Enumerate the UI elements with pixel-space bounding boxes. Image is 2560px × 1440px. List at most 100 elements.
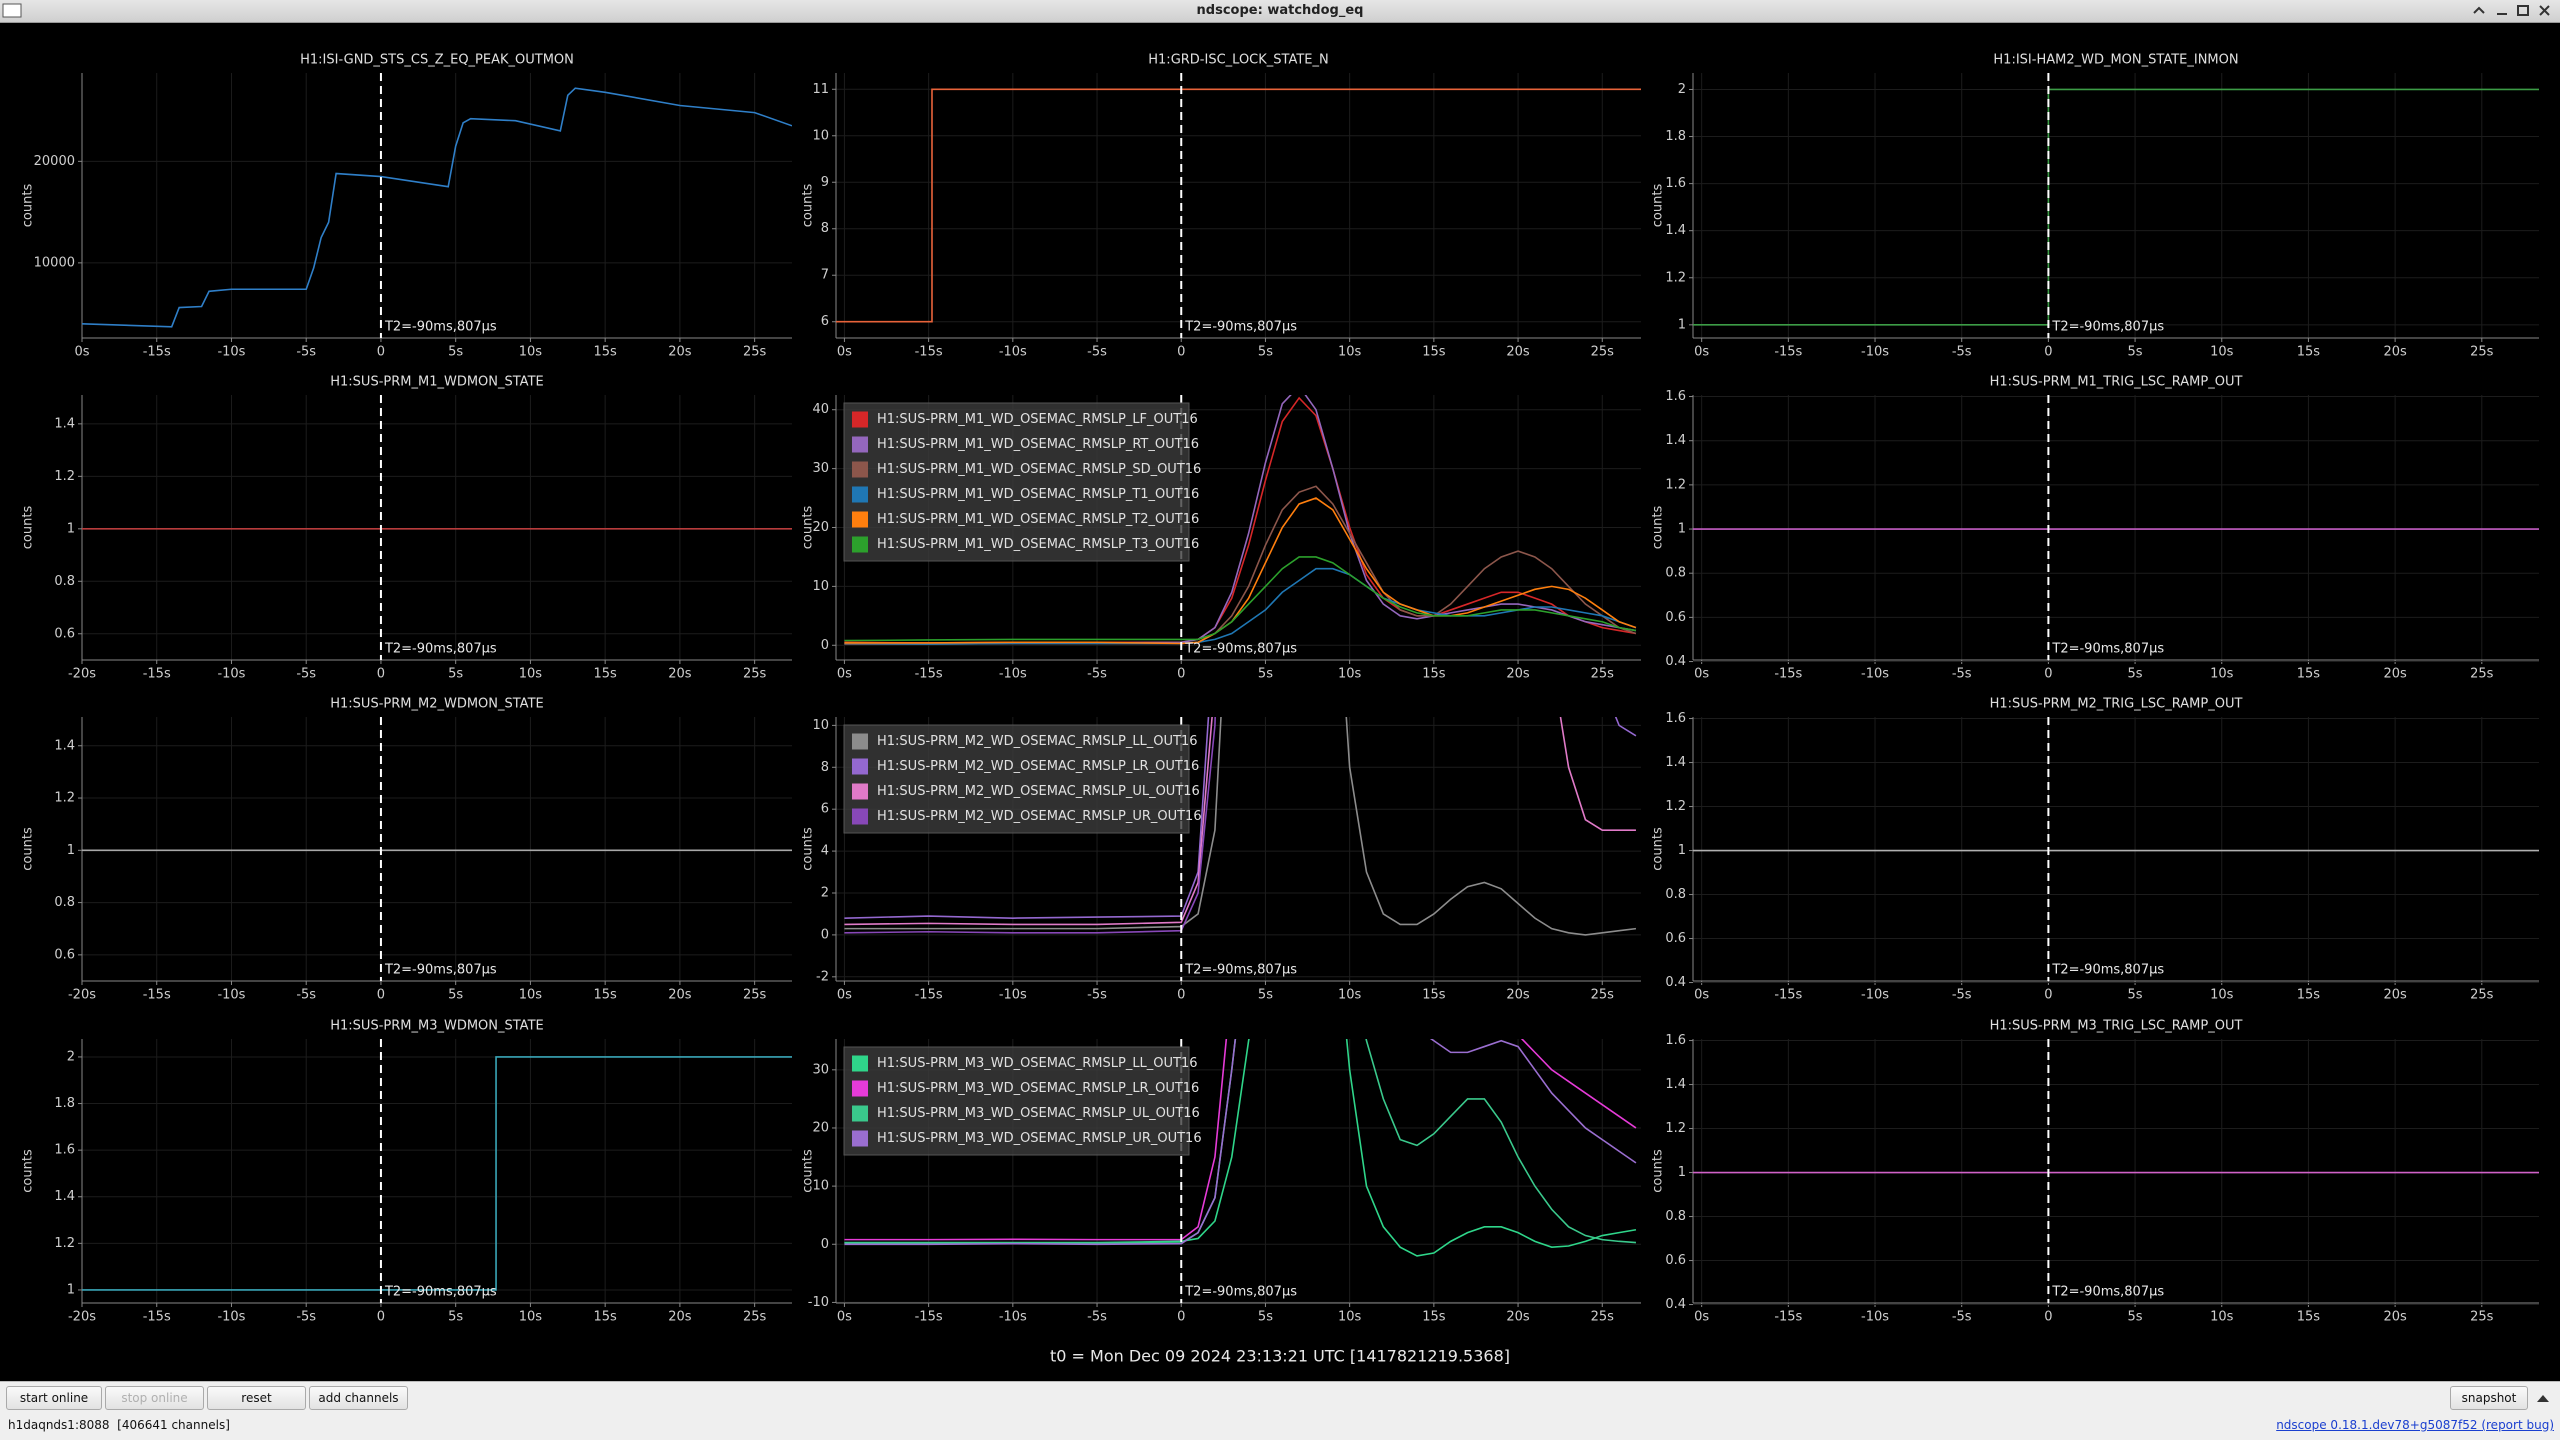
y-tick-label: 1.4 <box>1665 1077 1686 1092</box>
maximize-button[interactable] <box>2473 6 2485 14</box>
y-tick-label: 1.2 <box>1665 799 1686 814</box>
legend-label: H1:SUS-PRM_M1_WD_OSEMAC_RMSLP_T2_OUT16 <box>877 512 1199 527</box>
x-tick-label: -15s <box>143 667 171 682</box>
status-text: h1daqnds1:8088 [406641 channels] <box>8 1418 230 1432</box>
series-line <box>82 1056 792 1291</box>
cursor-label: T2=-90ms,807μs <box>1184 320 1297 335</box>
legend-box <box>843 724 1190 834</box>
y-tick-label: 30 <box>812 1062 829 1077</box>
legend-swatch <box>852 733 868 750</box>
y-axis-label: counts <box>21 184 36 228</box>
x-tick-label: 10s <box>2210 988 2234 1003</box>
x-tick-label: 20s <box>2383 1310 2407 1325</box>
x-tick-label: 15s <box>2297 1310 2321 1325</box>
y-tick-label: 4 <box>821 844 829 859</box>
y-tick-label: 0.6 <box>1665 1253 1686 1268</box>
y-axis-label: counts <box>1651 1149 1666 1193</box>
x-tick-label: -15s <box>143 345 171 360</box>
x-tick-label: -5s <box>1087 345 1107 360</box>
y-tick-label: 1.4 <box>1665 223 1686 238</box>
report-bug-link[interactable]: (report bug) <box>2481 1418 2554 1432</box>
x-tick-label: -10s <box>1861 345 1889 360</box>
x-tick-label: 5s <box>448 1310 463 1325</box>
x-tick-label: 25s <box>743 667 767 682</box>
y-axis-label: counts <box>1651 506 1666 550</box>
y-tick-label: 1.6 <box>1665 389 1686 404</box>
x-tick-label: 5s <box>2128 1310 2143 1325</box>
legend-swatch <box>852 436 868 453</box>
x-tick-label: 15s <box>1422 667 1446 682</box>
plot-title: H1:SUS-PRM_M1_TRIG_LSC_RAMP_OUT <box>1990 375 2243 390</box>
x-tick-label: -10s <box>999 988 1027 1003</box>
y-tick-label: 0.8 <box>54 895 75 910</box>
start-online-button[interactable]: start online <box>6 1386 102 1410</box>
x-tick-label: -15s <box>1774 988 1802 1003</box>
x-tick-label: 20s <box>668 667 692 682</box>
x-tick-label: 5s <box>448 988 463 1003</box>
y-tick-label: 1.8 <box>54 1096 75 1111</box>
x-tick-label: 20s <box>2383 988 2407 1003</box>
y-tick-label: 10 <box>812 1179 829 1194</box>
plot-title: H1:SUS-PRM_M3_TRIG_LSC_RAMP_OUT <box>1990 1019 2243 1034</box>
x-tick-label: -10s <box>217 345 245 360</box>
x-tick-label: 10s <box>1338 988 1362 1003</box>
x-tick-label: 0 <box>377 667 385 682</box>
y-tick-label: 1.6 <box>1665 176 1686 191</box>
y-tick-label: 1.6 <box>54 1143 75 1158</box>
legend-swatch <box>852 1055 868 1072</box>
y-tick-label: -10 <box>808 1295 829 1310</box>
x-tick-label: 5s <box>2128 667 2143 682</box>
x-tick-label: 0 <box>2044 1310 2052 1325</box>
legend-label: H1:SUS-PRM_M3_WD_OSEMAC_RMSLP_UL_OUT16 <box>877 1106 1200 1121</box>
version-link[interactable]: ndscope 0.18.1.dev78+g5087f52 (report bu… <box>2276 1418 2554 1432</box>
x-tick-label: 10s <box>519 667 543 682</box>
x-tick-label: -10s <box>217 1310 245 1325</box>
app-icon <box>2 3 22 18</box>
data-area <box>82 87 792 328</box>
x-tick-label: 10s <box>2210 667 2234 682</box>
x-tick-label: 10s <box>519 1310 543 1325</box>
legend-label: H1:SUS-PRM_M1_WD_OSEMAC_RMSLP_LF_OUT16 <box>877 412 1198 427</box>
y-tick-label: 0.8 <box>54 574 75 589</box>
y-axis-label: counts <box>1651 184 1666 228</box>
y-tick-label: 0.6 <box>54 626 75 641</box>
legend-label: H1:SUS-PRM_M1_WD_OSEMAC_RMSLP_T3_OUT16 <box>877 537 1199 552</box>
y-tick-label: 0.6 <box>54 947 75 962</box>
x-tick-label: 0 <box>1177 1310 1185 1325</box>
y-tick-label: 1.4 <box>54 416 75 431</box>
legend-label: H1:SUS-PRM_M3_WD_OSEMAC_RMSLP_LR_OUT16 <box>877 1081 1199 1096</box>
x-tick-label: -5s <box>296 988 316 1003</box>
x-tick-label: 20s <box>1506 988 1530 1003</box>
x-tick-label: 0s <box>1694 667 1709 682</box>
data-area <box>844 717 1637 936</box>
close-button[interactable] <box>2539 5 2550 16</box>
x-tick-label: -5s <box>296 667 316 682</box>
y-axis-label: counts <box>1651 827 1666 871</box>
x-tick-label: 25s <box>743 1310 767 1325</box>
legend-label: H1:SUS-PRM_M2_WD_OSEMAC_RMSLP_UL_OUT16 <box>877 784 1200 799</box>
expand-button[interactable] <box>2534 1390 2552 1406</box>
add-channels-button[interactable]: add channels <box>309 1386 408 1410</box>
reset-button[interactable]: reset <box>207 1386 306 1410</box>
x-tick-label: 5s <box>448 667 463 682</box>
bottom-bar: start online stop online reset add chann… <box>0 1381 2560 1440</box>
restore-button[interactable] <box>2517 5 2529 16</box>
snapshot-button[interactable]: snapshot <box>2450 1386 2528 1410</box>
x-tick-label: -15s <box>143 1310 171 1325</box>
x-tick-label: -15s <box>1774 667 1802 682</box>
series-line <box>844 717 1637 936</box>
y-tick-label: 0 <box>821 638 829 653</box>
plot: 0s -15s -10s -5s 0 5s 10s 15s 20s 25s 10000 20000 H1… <box>21 53 792 360</box>
legend-swatch <box>852 411 868 428</box>
legend-swatch <box>852 486 868 503</box>
plot: 0s -15s -10s -5s 0 5s 10s 15s 20s 25s 0 10 20 30 40 cou… <box>801 395 1641 682</box>
version-text[interactable]: ndscope 0.18.1.dev78+g5087f52 <box>2276 1418 2478 1432</box>
x-tick-label: 0 <box>1177 345 1185 360</box>
x-tick-label: -10s <box>1861 988 1889 1003</box>
x-tick-label: -5s <box>296 345 316 360</box>
x-tick-label: 0s <box>837 1310 852 1325</box>
x-tick-label: -20s <box>68 667 96 682</box>
x-tick-label: -10s <box>999 667 1027 682</box>
x-tick-label: 10s <box>1338 667 1362 682</box>
